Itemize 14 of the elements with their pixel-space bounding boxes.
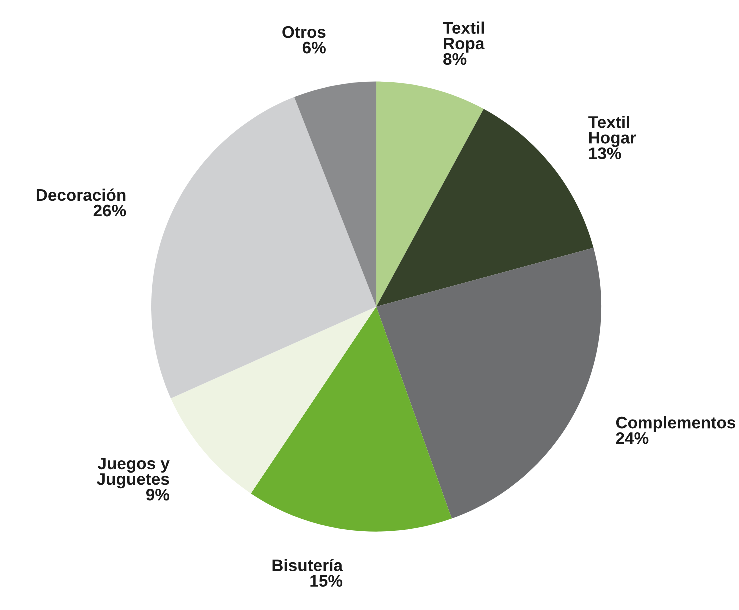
slice-label: Complementos [616, 416, 736, 432]
slice-label: Otros [282, 26, 326, 38]
data-label: 15% [310, 575, 343, 588]
slice-label: Textil Hogar [588, 116, 636, 148]
data-label: 6% [302, 42, 326, 54]
data-label: 26% [94, 204, 126, 217]
data-label: 13% [589, 148, 622, 160]
slice-label: Textil Ropa [443, 22, 485, 53]
slice-label: Decoración [36, 188, 126, 202]
slice-label: Juegos y Juguetes [97, 458, 170, 489]
data-label: 9% [146, 489, 170, 501]
slice-label: Bisutería [272, 559, 344, 572]
data-label: 24% [616, 432, 649, 444]
data-label: 8% [444, 53, 467, 66]
